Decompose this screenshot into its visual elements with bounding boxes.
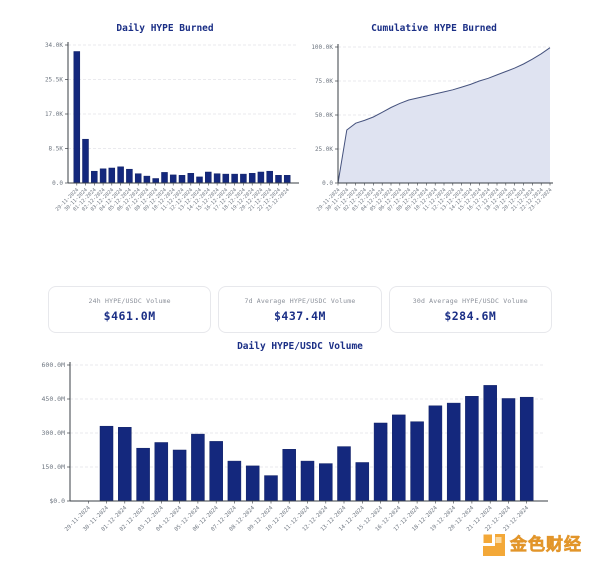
svg-text:25.5K: 25.5K (45, 77, 63, 84)
stat-card-24h-volume: 24h HYPE/USDC Volume $461.0M (48, 286, 212, 333)
svg-text:17.0K: 17.0K (45, 111, 63, 118)
svg-text:75.0K: 75.0K (315, 78, 333, 85)
svg-text:100.0K: 100.0K (311, 44, 333, 51)
watermark-text: 金色财经 (510, 535, 582, 556)
svg-text:Cumulative HYPE Burned: Cumulative HYPE Burned (371, 23, 497, 34)
stat-card-label: 24h HYPE/USDC Volume (88, 296, 171, 305)
svg-text:300.0M: 300.0M (42, 429, 66, 437)
svg-text:600.0M: 600.0M (42, 361, 66, 369)
svg-text:34.0K: 34.0K (45, 42, 63, 49)
stat-card-value: $284.6M (444, 308, 497, 323)
svg-text:$0.0: $0.0 (49, 497, 65, 505)
watermark: 金色财经 (483, 534, 582, 556)
stat-cards: 24h HYPE/USDC Volume $461.0M 7d Average … (48, 286, 552, 333)
stat-card-value: $437.4M (274, 308, 326, 323)
svg-text:Daily HYPE/USDC Volume: Daily HYPE/USDC Volume (237, 341, 363, 352)
stat-card-label: 7d Average HYPE/USDC Volume (244, 296, 356, 305)
svg-text:450.0M: 450.0M (42, 395, 66, 403)
daily-hype-usdc-volume-chart: 600.0M450.0M300.0M150.0M$0.029-11-202430… (42, 341, 548, 533)
svg-text:Daily HYPE Burned: Daily HYPE Burned (116, 23, 214, 34)
svg-text:50.0K: 50.0K (315, 112, 333, 119)
svg-text:0.0: 0.0 (322, 180, 333, 187)
stat-card-7d-average-volume: 7d Average HYPE/USDC Volume $437.4M (218, 286, 382, 333)
stat-card-label: 30d Average HYPE/USDC Volume (412, 296, 528, 305)
daily-hype-burned-chart: 34.0K25.5K17.0K8.5K0.029-11-202430-11-20… (45, 23, 299, 213)
svg-text:0.0: 0.0 (52, 180, 63, 187)
stat-card-value: $461.0M (103, 308, 156, 323)
svg-text:25.0K: 25.0K (315, 146, 333, 153)
cumulative-hype-burned-chart: 100.0K75.0K50.0K25.0K0.029-11-202430-11-… (311, 23, 553, 213)
jinse-finance-logo-icon (483, 534, 505, 556)
stat-card-30d-average-volume: 30d Average HYPE/USDC Volume $284.6M (388, 286, 552, 333)
svg-text:8.5K: 8.5K (49, 146, 64, 153)
svg-text:150.0M: 150.0M (42, 463, 66, 471)
